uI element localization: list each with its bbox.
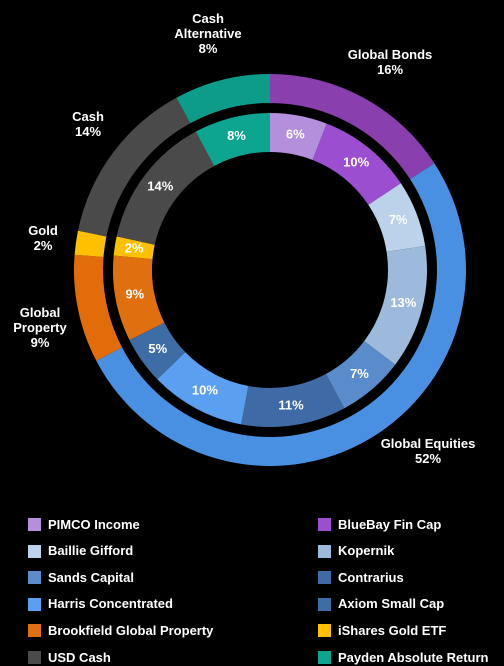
outer-label-value: 2% <box>33 238 53 253</box>
outer-label-value: 52% <box>414 451 442 466</box>
outer-label: Global Equities 52% <box>358 436 498 466</box>
legend-label: iShares Gold ETF <box>338 622 447 638</box>
outer-segment <box>74 230 107 258</box>
legend-label: Sands Capital <box>48 569 134 585</box>
outer-label-value: 8% <box>198 41 218 56</box>
outer-segment <box>270 74 435 180</box>
outer-label: Global Bonds 16% <box>330 47 450 77</box>
legend-swatch <box>28 544 41 558</box>
legend-swatch <box>28 624 41 638</box>
segment-label: 10% <box>192 383 218 398</box>
legend-label: USD Cash <box>48 649 111 665</box>
inner-segment <box>157 352 249 425</box>
segment-label: 14% <box>147 179 173 194</box>
outer-label-name: Global Property <box>13 305 67 335</box>
segment-label: 10% <box>343 154 369 169</box>
inner-segment <box>195 113 270 167</box>
outer-label-name: Cash Alternative <box>174 11 242 41</box>
legend-swatch <box>28 597 41 611</box>
inner-segment <box>241 373 345 428</box>
legend-label: PIMCO Income <box>48 516 140 532</box>
outer-label-value: 16% <box>376 62 404 77</box>
outer-label-value: 9% <box>30 335 50 350</box>
inner-segment <box>312 123 401 205</box>
outer-label: Global Property 9% <box>0 305 80 350</box>
legend-swatch <box>318 544 331 558</box>
legend-swatch <box>28 651 41 664</box>
outer-segment <box>176 74 270 124</box>
legend-swatch <box>318 597 331 611</box>
legend-label: Axiom Small Cap <box>338 596 445 612</box>
outer-segment <box>96 163 467 467</box>
outer-label-name: Global Equities <box>380 436 476 451</box>
legend-label: BlueBay Fin Cap <box>338 516 442 532</box>
inner-segment <box>113 236 155 260</box>
inner-segment <box>270 113 327 160</box>
legend-label: Baillie Gifford <box>48 543 134 559</box>
inner-segment <box>364 245 427 365</box>
legend-label: Payden Absolute Return <box>338 649 489 665</box>
segment-label: 9% <box>125 287 144 302</box>
segment-label: 5% <box>148 341 167 356</box>
segment-label: 2% <box>125 240 144 255</box>
segment-label: 7% <box>389 212 408 227</box>
legend-swatch <box>28 571 41 585</box>
outer-label: Gold 2% <box>18 223 68 253</box>
outer-label: Cash 14% <box>58 109 118 139</box>
segment-label: 7% <box>350 366 369 381</box>
legend-swatch <box>318 624 331 638</box>
outer-label-name: Global Bonds <box>347 47 433 62</box>
inner-segment <box>112 255 165 340</box>
inner-segment <box>129 322 186 380</box>
legend-label: Harris Concentrated <box>48 596 173 612</box>
segment-label: 11% <box>278 397 304 412</box>
outer-segment <box>77 97 191 237</box>
segment-label: 6% <box>286 126 305 141</box>
legend-swatch <box>318 651 331 664</box>
legend-label: Contrarius <box>338 569 404 585</box>
legend-label: Kopernik <box>338 543 395 559</box>
legend-swatch <box>318 571 331 585</box>
outer-label-name: Gold <box>28 223 58 238</box>
legend-label: Brookfield Global Property <box>48 622 214 638</box>
inner-segment <box>368 183 426 252</box>
outer-segment <box>74 254 123 361</box>
outer-label-value: 14% <box>74 124 102 139</box>
legend-swatch <box>28 518 41 531</box>
segment-label: 8% <box>227 128 246 143</box>
legend-swatch <box>318 518 331 531</box>
inner-segment <box>116 131 215 245</box>
segment-label: 13% <box>390 295 416 310</box>
outer-label: Cash Alternative 8% <box>158 11 258 56</box>
inner-segment <box>325 341 396 409</box>
outer-label-name: Cash <box>72 109 104 124</box>
